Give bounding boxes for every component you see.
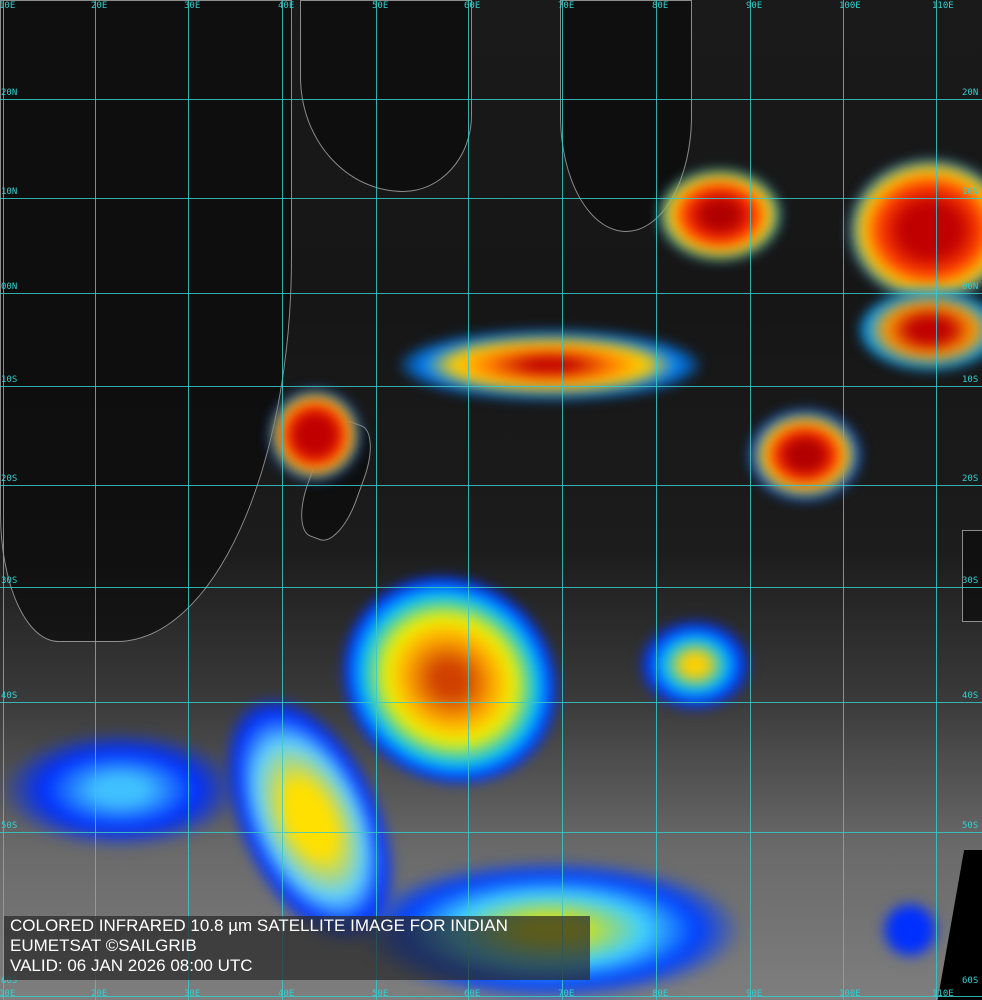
longitude-label-bottom: 110E	[932, 989, 954, 999]
longitude-line	[188, 0, 189, 1000]
latitude-line	[0, 702, 982, 703]
latitude-line	[0, 198, 982, 199]
latitude-label-right: 10N	[962, 187, 979, 197]
longitude-line	[843, 0, 844, 1000]
latitude-label-right: 20N	[962, 88, 979, 98]
latitude-label-right: 10S	[962, 375, 979, 385]
caption-source: EUMETSAT ©SAILGRIB	[10, 936, 197, 955]
longitude-label-bottom: 80E	[652, 989, 669, 999]
longitude-label-bottom: 70E	[558, 989, 575, 999]
latitude-label-left: 20S	[1, 474, 18, 484]
longitude-label-bottom: 100E	[839, 989, 861, 999]
latitude-line	[0, 386, 982, 387]
cloud-mozambique	[270, 390, 360, 480]
longitude-line	[562, 0, 563, 1000]
latitude-line	[0, 587, 982, 588]
longitude-label-top: 10E	[0, 1, 16, 11]
cloud-far-south-east	[880, 900, 940, 960]
longitude-label-bottom: 40E	[278, 989, 295, 999]
longitude-line	[95, 0, 96, 1000]
latitude-label-left: 10N	[1, 187, 18, 197]
latitude-label-right: 00N	[962, 282, 979, 292]
longitude-label-bottom: 20E	[91, 989, 108, 999]
arabia-landmass	[300, 0, 472, 192]
longitude-label-top: 100E	[839, 1, 861, 11]
longitude-line	[376, 0, 377, 1000]
latitude-label-left: 50S	[1, 821, 18, 831]
latitude-label-right: 60S	[962, 976, 979, 986]
latitude-label-left: 40S	[1, 691, 18, 701]
longitude-label-bottom: 10E	[0, 989, 16, 999]
caption-title: COLORED INFRARED 10.8 µm SATELLITE IMAGE…	[10, 916, 508, 935]
latitude-label-right: 30S	[962, 576, 979, 586]
longitude-line	[3, 0, 4, 1000]
cloud-itcz	[400, 330, 700, 400]
latitude-label-left: 10S	[1, 375, 18, 385]
latitude-label-left: 20N	[1, 88, 18, 98]
cloud-indonesia	[860, 290, 982, 370]
australia-landmass	[962, 530, 982, 622]
latitude-line	[0, 485, 982, 486]
longitude-label-top: 80E	[652, 1, 669, 11]
latitude-label-left: 00N	[1, 282, 18, 292]
cloud-south-east	[640, 620, 750, 710]
longitude-label-top: 30E	[184, 1, 201, 11]
cloud-bay-of-bengal	[660, 170, 780, 260]
cloud-west-south	[0, 730, 240, 850]
longitude-line	[936, 0, 937, 1000]
longitude-label-bottom: 90E	[746, 989, 763, 999]
longitude-label-top: 60E	[464, 1, 481, 11]
longitude-label-top: 40E	[278, 1, 295, 11]
image-caption: COLORED INFRARED 10.8 µm SATELLITE IMAGE…	[4, 916, 590, 980]
latitude-label-left: 30S	[1, 576, 18, 586]
longitude-line	[750, 0, 751, 1000]
latitude-label-left: 60S	[1, 976, 18, 986]
longitude-label-bottom: 30E	[184, 989, 201, 999]
longitude-label-top: 90E	[746, 1, 763, 11]
longitude-label-top: 20E	[91, 1, 108, 11]
latitude-label-right: 50S	[962, 821, 979, 831]
caption-valid-time: VALID: 06 JAN 2026 08:00 UTC	[10, 956, 253, 975]
longitude-label-top: 70E	[558, 1, 575, 11]
longitude-label-bottom: 50E	[372, 989, 389, 999]
longitude-label-bottom: 60E	[464, 989, 481, 999]
longitude-line	[468, 0, 469, 1000]
latitude-label-right: 20S	[962, 474, 979, 484]
latitude-line	[0, 99, 982, 100]
latitude-line	[0, 832, 982, 833]
cloud-south-china-sea	[850, 160, 982, 300]
africa-landmass	[0, 0, 292, 642]
latitude-label-right: 40S	[962, 691, 979, 701]
longitude-line	[282, 0, 283, 1000]
latitude-line	[0, 293, 982, 294]
longitude-line	[656, 0, 657, 1000]
latitude-line	[0, 996, 982, 997]
longitude-label-top: 50E	[372, 1, 389, 11]
longitude-label-top: 110E	[932, 1, 954, 11]
